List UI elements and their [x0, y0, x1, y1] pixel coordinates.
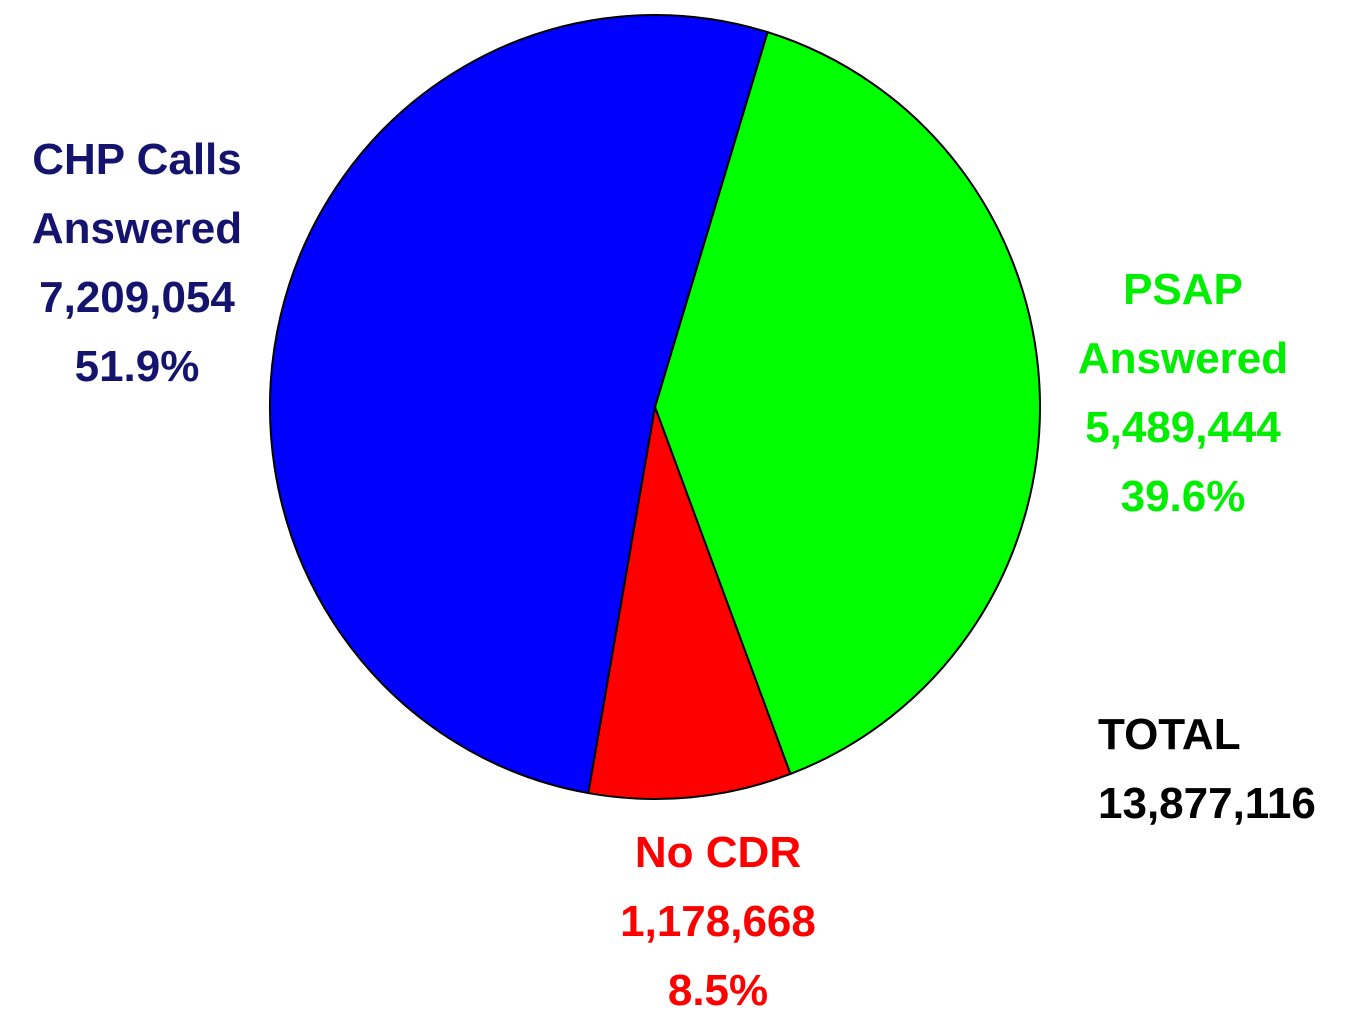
slice-label: PSAP Answered 5,489,444 39.6% — [1043, 255, 1323, 531]
total-block: TOTAL 13,877,116 — [1098, 700, 1316, 838]
category-name: PSAP Answered — [1077, 265, 1289, 383]
value-label: 5,489,444 — [1085, 403, 1281, 452]
total-value: 13,877,116 — [1098, 779, 1316, 828]
total-label: TOTAL — [1098, 710, 1241, 759]
percent-label: 8.5% — [667, 966, 769, 1015]
pie-slice — [653, 30, 1041, 776]
slice-label: No CDR 1,178,668 8.5% — [578, 818, 858, 1016]
value-label: 7,209,054 — [39, 273, 235, 322]
category-name: No CDR — [634, 828, 802, 877]
percent-label: 51.9% — [74, 342, 200, 391]
value-label: 1,178,668 — [620, 897, 816, 946]
category-name: CHP Calls Answered — [31, 135, 243, 253]
pie-slice — [269, 14, 769, 795]
percent-label: 39.6% — [1120, 472, 1246, 521]
slice-label: CHP Calls Answered 7,209,054 51.9% — [0, 125, 277, 401]
